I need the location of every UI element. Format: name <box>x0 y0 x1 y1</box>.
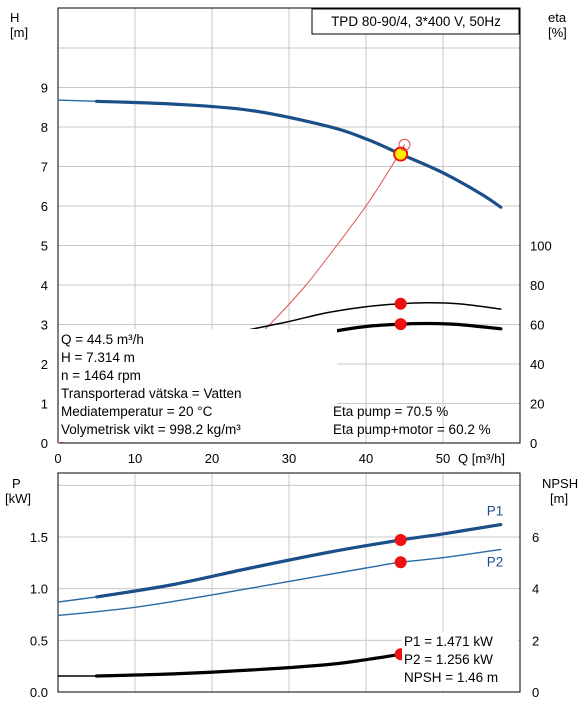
y-tick-label-left-bottom: 0.0 <box>30 685 48 700</box>
y-axis-unit-left: [m] <box>10 25 28 40</box>
y-tick-label-left: 8 <box>41 120 48 135</box>
y-tick-label-right-bottom: 0 <box>532 685 539 700</box>
y-axis-label-right: eta <box>548 10 567 25</box>
efficiency-info: Eta pump+motor = 60.2 % <box>333 422 491 437</box>
x-tick-label: 0 <box>54 451 61 466</box>
curve-p1 <box>94 523 503 599</box>
efficiency-info: Eta pump = 70.5 % <box>333 404 448 419</box>
title-box <box>311 8 520 35</box>
power-info: P1 = 1.471 kW <box>404 634 493 649</box>
y-axis-unit-right-bottom: [m] <box>550 491 568 506</box>
x-tick-label: 10 <box>128 451 142 466</box>
y-tick-label-left: 5 <box>41 239 48 254</box>
y-tick-label-left: 0 <box>41 436 48 451</box>
plot-frame-top <box>57 7 521 444</box>
y-tick-label-left: 7 <box>41 160 48 175</box>
y-axis-label-left-bottom: P <box>12 476 21 491</box>
power-point-marker <box>394 533 407 546</box>
y-tick-label-right: 0 <box>530 436 537 451</box>
curve-p2 <box>57 548 502 617</box>
y-tick-label-left: 3 <box>41 318 48 333</box>
series-label-p1: P1 <box>487 504 504 519</box>
y-tick-label-right-bottom: 2 <box>532 633 539 648</box>
y-tick-label-right: 20 <box>530 397 544 412</box>
eta-point-marker <box>398 138 411 151</box>
y-tick-label-left: 2 <box>41 357 48 372</box>
y-tick-label-right-bottom: 6 <box>532 530 539 545</box>
series-label-p2: P2 <box>487 554 504 569</box>
y-tick-label-left-bottom: 1.5 <box>30 530 48 545</box>
y-tick-label-left: 6 <box>41 199 48 214</box>
operating-point-info: H = 7.314 m <box>61 350 135 365</box>
curve-p1-extrapolated- <box>57 596 98 603</box>
y-tick-label-left: 1 <box>41 397 48 412</box>
power-point-marker <box>394 556 407 569</box>
y-tick-label-left: 9 <box>41 81 48 96</box>
operating-point-info: Volymetrisk vikt = 998.2 kg/m³ <box>61 422 241 437</box>
curve-h <box>94 99 503 209</box>
y-axis-unit-right: [%] <box>548 25 567 40</box>
y-tick-label-right: 60 <box>530 318 544 333</box>
y-tick-label-right-bottom: 4 <box>532 582 539 597</box>
x-tick-label: 50 <box>436 451 450 466</box>
power-info: NPSH = 1.46 m <box>404 670 498 685</box>
info-box-bg <box>59 329 337 442</box>
y-axis-unit-left-bottom: [kW] <box>5 491 31 506</box>
chart-title: TPD 80-90/4, 3*400 V, 50Hz <box>331 14 501 29</box>
efficiency-point-marker <box>394 297 407 310</box>
x-axis-label: Q [m³/h] <box>458 451 505 466</box>
y-axis-label-right-bottom: NPSH <box>542 476 578 491</box>
efficiency-point-marker <box>394 318 407 331</box>
operating-point-info: Q = 44.5 m³/h <box>61 332 144 347</box>
curve-npsh <box>94 652 403 678</box>
operating-point-info: Transporterad vätska = Vatten <box>61 386 241 401</box>
y-tick-label-right: 100 <box>530 239 552 254</box>
y-tick-label-left-bottom: 1.0 <box>30 582 48 597</box>
y-tick-label-right: 80 <box>530 278 544 293</box>
y-axis-label-left: H <box>10 10 19 25</box>
operating-point-info: n = 1464 rpm <box>61 368 141 383</box>
x-tick-label: 40 <box>359 451 373 466</box>
power-info-bg <box>402 632 518 690</box>
curve-h-extrapolated- <box>57 99 98 102</box>
plot-frame-bottom <box>57 472 521 693</box>
curve-eta-pump <box>249 302 502 331</box>
y-tick-label-right: 40 <box>530 357 544 372</box>
y-tick-label-left-bottom: 0.5 <box>30 633 48 648</box>
y-tick-label-left: 4 <box>41 278 48 293</box>
power-info: P2 = 1.256 kW <box>404 652 493 667</box>
operating-point-info: Mediatemperatur = 20 °C <box>61 404 213 419</box>
operating-point-marker <box>393 146 409 162</box>
x-tick-label: 30 <box>282 451 296 466</box>
x-tick-label: 20 <box>205 451 219 466</box>
